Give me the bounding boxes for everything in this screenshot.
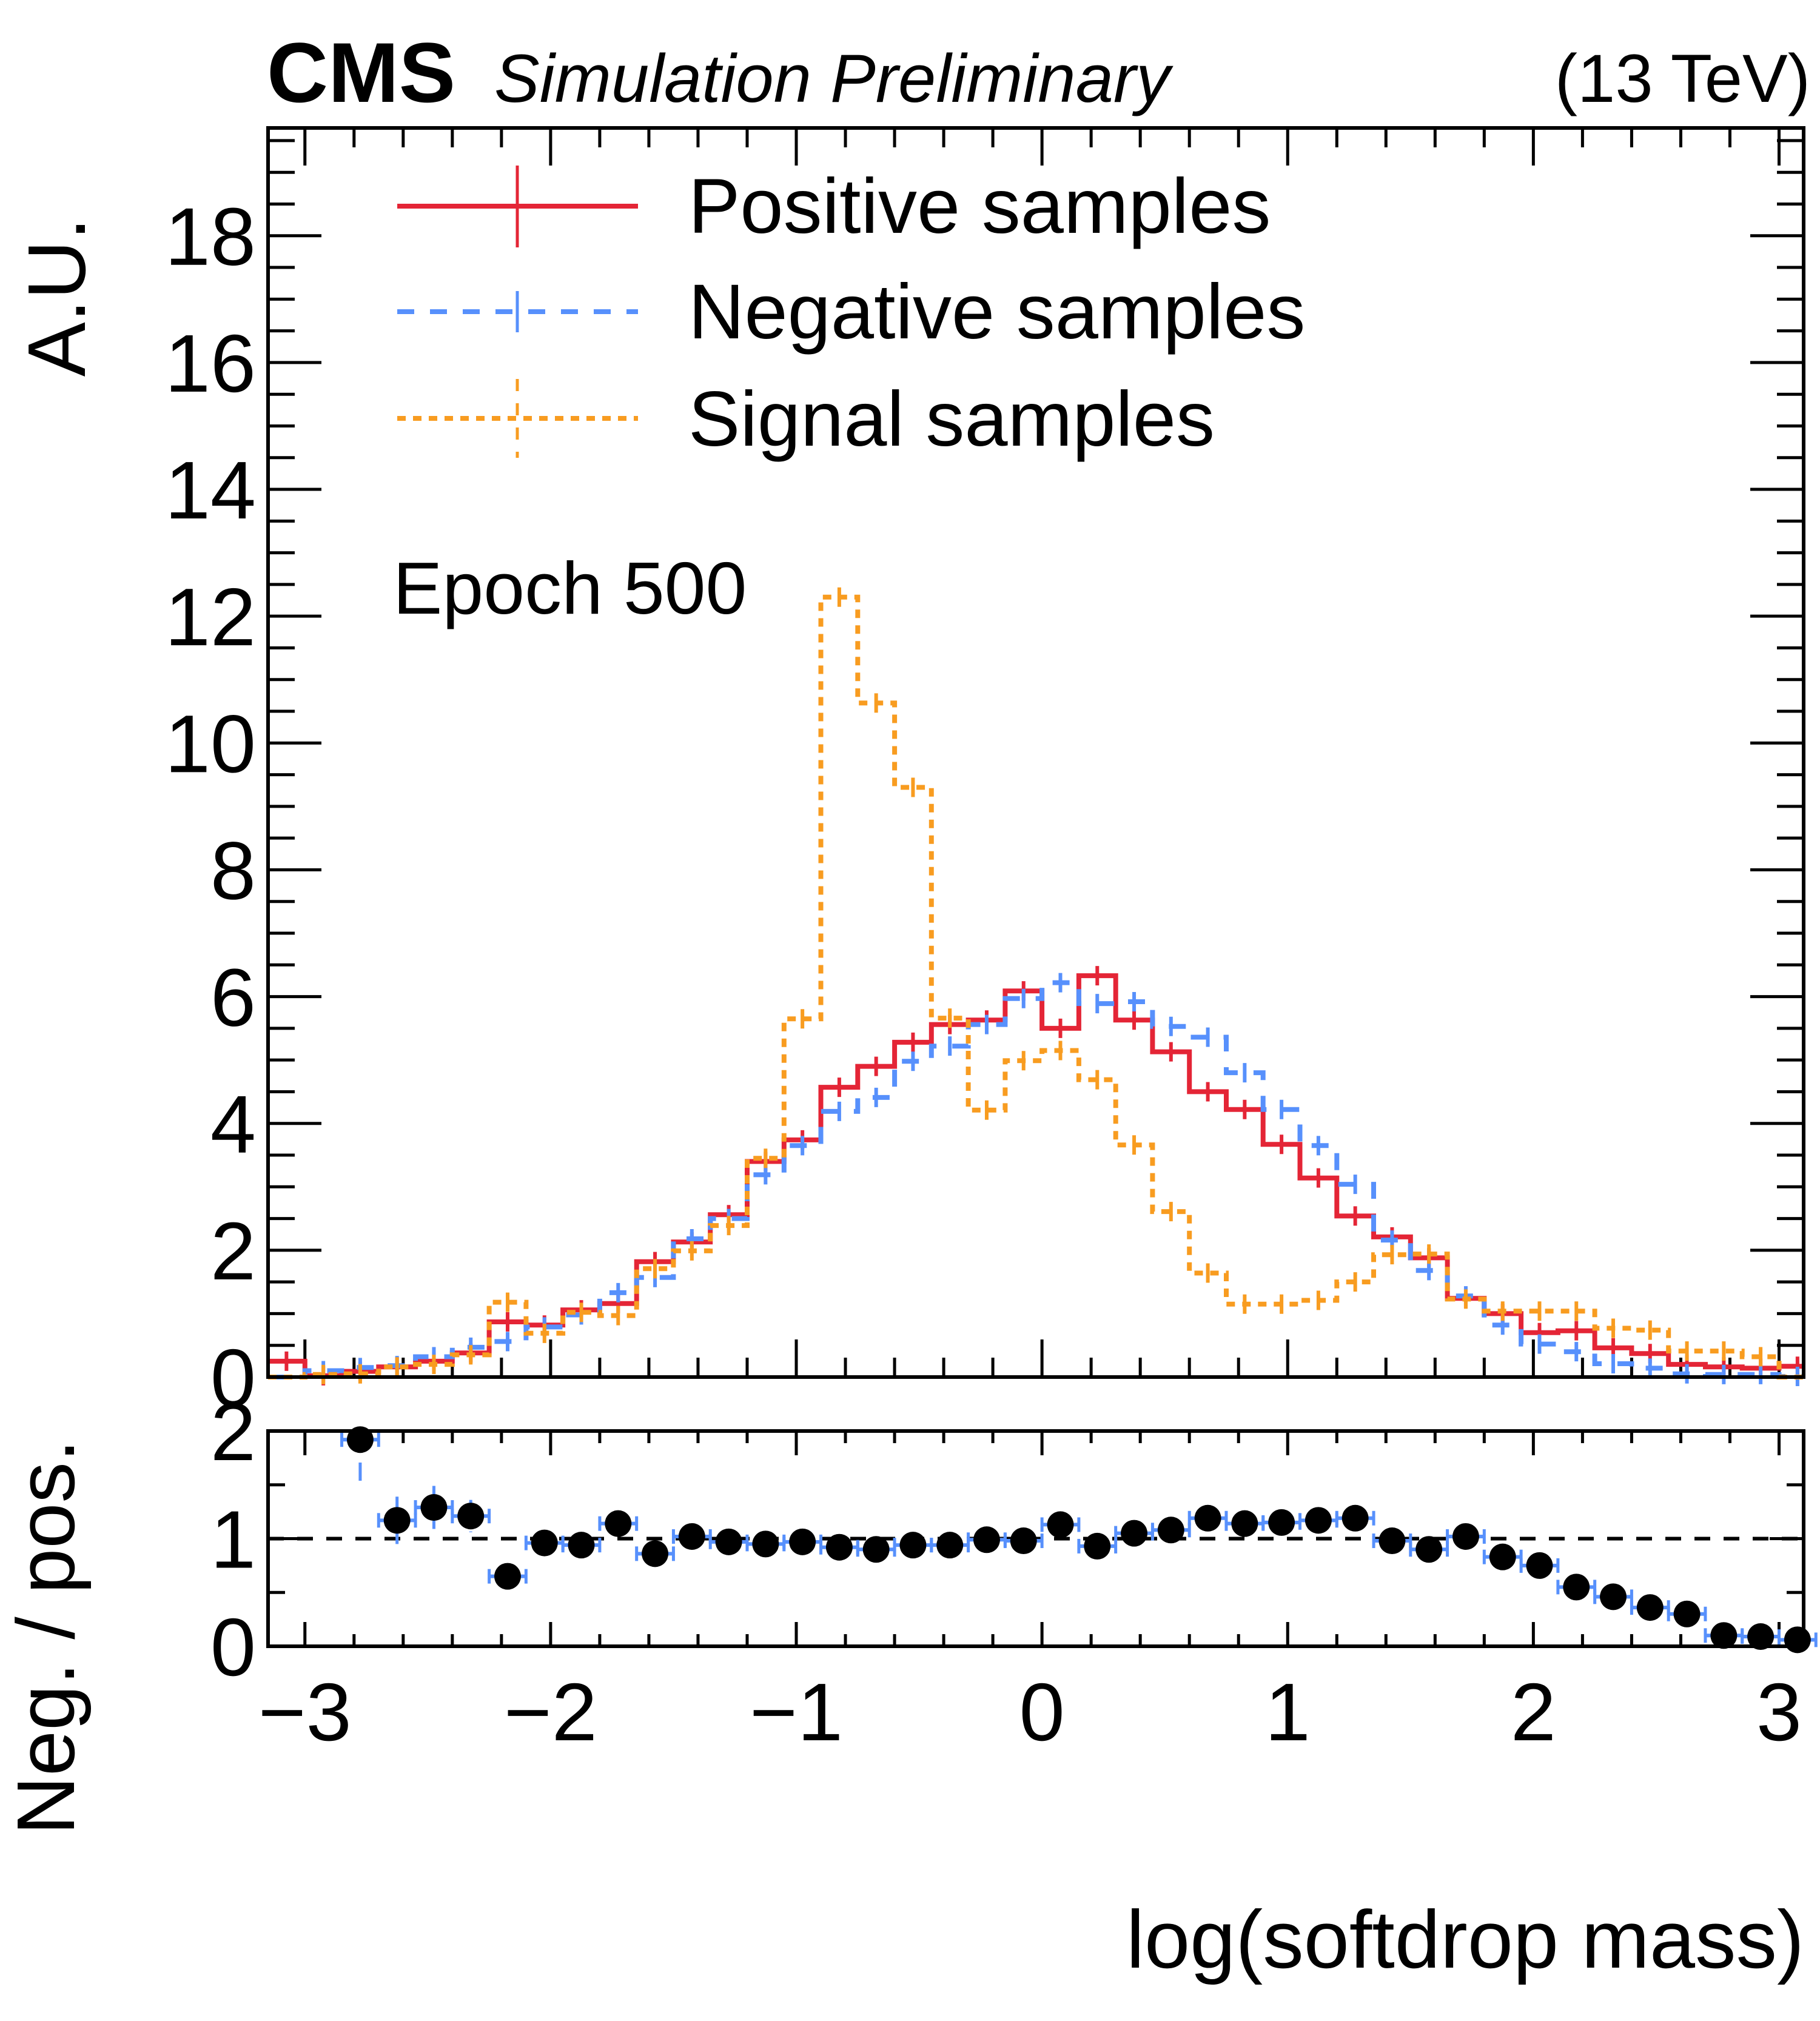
ratio-point: [1710, 1622, 1738, 1649]
ratio-point: [1305, 1507, 1332, 1534]
y-tick-label: 0: [210, 1332, 256, 1424]
ratio-point: [1600, 1583, 1627, 1610]
ratio-point: [1121, 1520, 1148, 1547]
y-tick-label: 2: [210, 1205, 256, 1297]
ratio-point: [1636, 1594, 1664, 1621]
ratio-point: [752, 1530, 779, 1558]
ratio-point: [1157, 1517, 1184, 1544]
main-y-tick-labels: 0 2 4 6 8 10 12 14 16 18: [165, 191, 256, 1424]
main-panel: 0 2 4 6 8 10 12 14 16 18 A.U.: [11, 126, 1805, 1424]
ratio-point: [789, 1528, 816, 1555]
y-tick-label: 10: [165, 698, 256, 789]
ratio-points: [340, 1426, 1818, 1654]
ratio-y-axis-title: Neg. / pos.: [0, 1440, 92, 1835]
x-tick-label: 3: [1756, 1666, 1802, 1758]
histogram-negative-samples: [268, 980, 1804, 1379]
ratio-point: [1010, 1527, 1037, 1555]
ratio-point: [973, 1526, 1000, 1553]
histogram-signal-samples: [268, 594, 1804, 1379]
ratio-y-tick-label: 2: [210, 1386, 256, 1478]
ratio-point: [1231, 1510, 1258, 1537]
ratio-point: [383, 1507, 411, 1534]
experiment-label: CMS: [267, 25, 455, 120]
x-tick-label: −1: [750, 1666, 843, 1758]
ratio-y-tick-label: 1: [210, 1494, 256, 1586]
legend-label-positive: Positive samples: [688, 163, 1271, 250]
legend-item-positive: Positive samples: [397, 163, 1271, 250]
ratio-point: [1341, 1504, 1369, 1532]
y-tick-label: 14: [165, 444, 256, 536]
legend-label-signal: Signal samples: [688, 376, 1215, 463]
y-tick-label: 12: [165, 571, 256, 663]
ratio-point: [346, 1426, 374, 1453]
main-frame: [266, 126, 1805, 1379]
main-ticks: [268, 128, 1804, 1379]
x-tick-label: −2: [504, 1666, 597, 1758]
energy-label: (13 TeV): [1555, 41, 1810, 116]
ratio-point: [1084, 1532, 1111, 1560]
ratio-point: [1526, 1552, 1553, 1579]
x-tick-label: 0: [1019, 1666, 1065, 1758]
ratio-point: [1563, 1574, 1590, 1601]
ratio-point: [1784, 1626, 1811, 1654]
legend: Positive samples Negative samples Signal…: [397, 163, 1305, 463]
x-tick-label: 2: [1511, 1666, 1556, 1758]
ratio-point: [494, 1563, 521, 1590]
ratio-point: [457, 1503, 485, 1530]
ratio-point: [1673, 1600, 1701, 1627]
ratio-point: [1415, 1536, 1443, 1563]
ratio-point: [1747, 1623, 1775, 1651]
ratio-point: [420, 1494, 448, 1521]
ratio-point: [531, 1529, 558, 1557]
ratio-point: [678, 1523, 705, 1550]
ratio-point: [825, 1533, 853, 1561]
ratio-point: [899, 1532, 927, 1559]
legend-item-signal: Signal samples: [397, 376, 1215, 463]
y-tick-label: 6: [210, 952, 256, 1044]
main-histograms: [268, 587, 1804, 1386]
x-tick-label: 1: [1265, 1666, 1311, 1758]
ratio-point: [1194, 1504, 1221, 1532]
y-tick-label: 18: [165, 191, 256, 283]
ratio-point: [568, 1532, 595, 1559]
ratio-point: [862, 1536, 890, 1563]
ratio-point: [642, 1540, 669, 1567]
status-label: Simulation Preliminary: [494, 41, 1174, 116]
y-tick-label: 16: [165, 318, 256, 409]
ratio-point: [715, 1528, 742, 1555]
ratio-point: [605, 1510, 632, 1537]
ratio-point: [936, 1532, 964, 1559]
y-axis-title: A.U.: [11, 218, 102, 377]
histogram-positive-samples: [268, 973, 1804, 1378]
legend-item-negative: Negative samples: [397, 269, 1305, 355]
ratio-y-tick-labels: 0 1 2: [210, 1386, 256, 1693]
ratio-point: [1489, 1543, 1516, 1570]
ratio-frame: [266, 1429, 1805, 1648]
ratio-panel: 0 1 2 −3 −2 −1 0 1 2 3 Neg. / pos. log(softdrop …: [0, 1386, 1818, 1985]
x-tick-label: −3: [258, 1666, 352, 1758]
ratio-point: [1452, 1523, 1479, 1550]
x-tick-labels: −3 −2 −1 0 1 2 3: [258, 1666, 1802, 1758]
ratio-point: [1047, 1511, 1074, 1538]
legend-label-negative: Negative samples: [688, 269, 1305, 355]
y-tick-label: 8: [210, 825, 256, 916]
epoch-annotation: Epoch 500: [393, 547, 747, 629]
ratio-point: [1378, 1527, 1406, 1555]
ratio-y-tick-label: 0: [210, 1601, 256, 1693]
y-tick-label: 4: [210, 1079, 256, 1170]
x-axis-title: log(softdrop mass): [1126, 1894, 1804, 1985]
ratio-point: [1268, 1509, 1295, 1536]
